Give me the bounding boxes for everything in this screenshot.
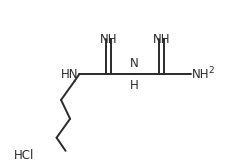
- Text: HCl: HCl: [14, 149, 34, 162]
- Text: NH: NH: [152, 33, 169, 46]
- Text: 2: 2: [207, 66, 213, 75]
- Text: NH: NH: [99, 33, 117, 46]
- Text: HN: HN: [60, 68, 78, 81]
- Text: N: N: [129, 57, 138, 69]
- Text: NH: NH: [191, 68, 208, 81]
- Text: H: H: [129, 79, 138, 92]
